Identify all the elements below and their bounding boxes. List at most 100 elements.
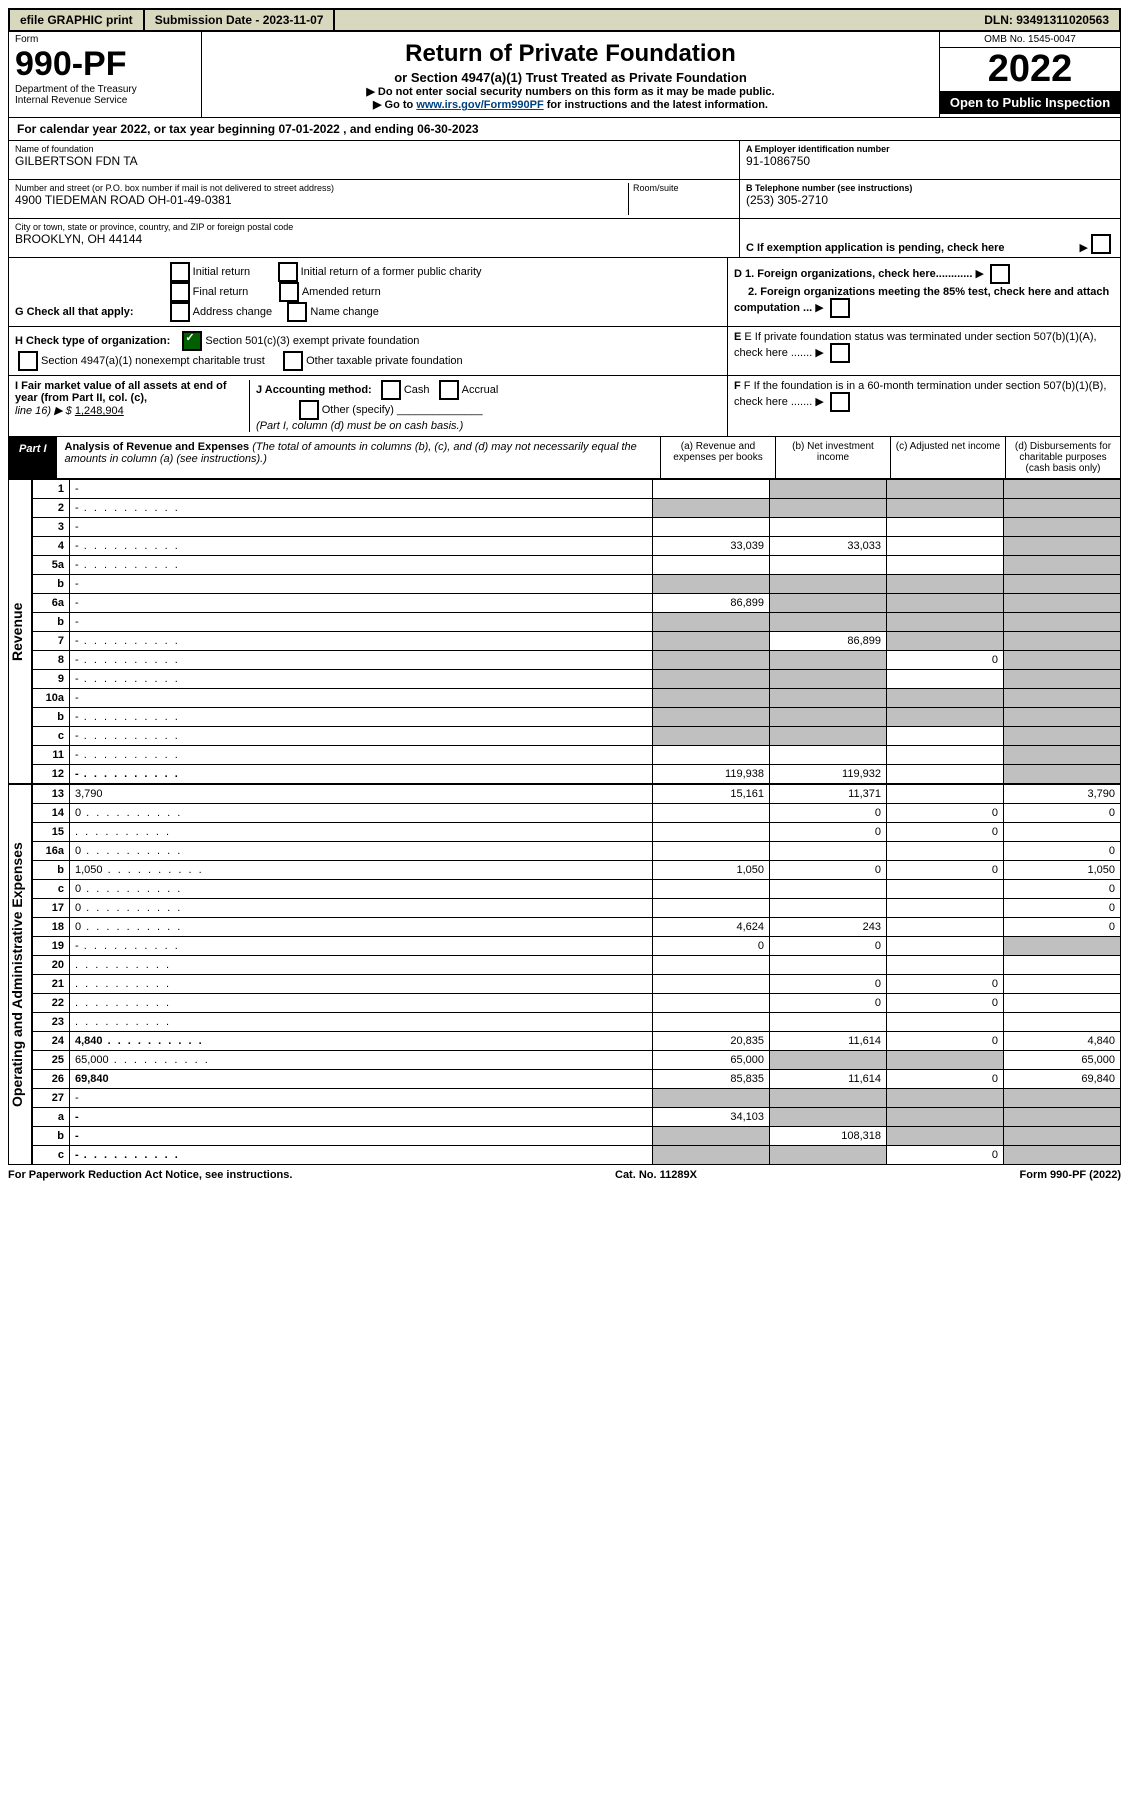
chk-name-change[interactable]: [287, 302, 307, 322]
section-i: I Fair market value of all assets at end…: [8, 376, 1121, 437]
paperwork-notice: For Paperwork Reduction Act Notice, see …: [8, 1169, 292, 1181]
chk-address-change[interactable]: [170, 302, 190, 322]
expenses-side-label: Operating and Administrative Expenses: [8, 784, 32, 1165]
submission-date: Submission Date - 2023-11-07: [145, 10, 336, 30]
table-row: b-: [33, 575, 1121, 594]
revenue-section: Revenue 1-2-3-4-33,03933,0335a-b-6a-86,8…: [8, 479, 1121, 784]
exemption-pending-label: C If exemption application is pending, c…: [746, 242, 1080, 254]
revenue-table: 1-2-3-4-33,03933,0335a-b-6a-86,899b-7-86…: [32, 479, 1121, 784]
chk-4947[interactable]: [18, 351, 38, 371]
table-row: 140000: [33, 804, 1121, 823]
g-prefix: G Check all that apply:: [15, 306, 134, 318]
chk-other-method[interactable]: [299, 400, 319, 420]
addr-label: Number and street (or P.O. box number if…: [15, 183, 628, 193]
table-row: b1,0501,050001,050: [33, 861, 1121, 880]
col-c-header: (c) Adjusted net income: [890, 437, 1005, 478]
arrow-icon: [975, 268, 987, 280]
fmv-label: I Fair market value of all assets at end…: [15, 380, 227, 404]
part1-title: Analysis of Revenue and Expenses: [65, 441, 250, 453]
calendar-year-line: For calendar year 2022, or tax year begi…: [8, 118, 1121, 141]
fmv-line-prefix: line 16) ▶ $: [15, 405, 72, 417]
f-label: F If the foundation is in a 60-month ter…: [734, 380, 1106, 408]
arrow-icon: [1080, 241, 1088, 254]
phone-value: (253) 305-2710: [746, 193, 1114, 207]
exemption-checkbox[interactable]: [1091, 234, 1111, 254]
table-row: 1700: [33, 899, 1121, 918]
irs-link[interactable]: www.irs.gov/Form990PF: [416, 99, 543, 111]
lbl-other: Other (specify): [322, 404, 394, 416]
table-row: 23: [33, 1013, 1121, 1032]
table-row: 133,79015,16111,3713,790: [33, 785, 1121, 804]
lbl-cash: Cash: [404, 384, 430, 396]
ein-label: A Employer identification number: [746, 144, 1114, 154]
foundation-name: GILBERTSON FDN TA: [15, 154, 733, 168]
instruct-2-pre: ▶ Go to: [373, 99, 416, 111]
table-row: 2-: [33, 499, 1121, 518]
city-state-zip: BROOKLYN, OH 44144: [15, 232, 733, 246]
arrow-icon: [815, 347, 827, 359]
form-word: Form: [15, 34, 195, 45]
table-row: 3-: [33, 518, 1121, 537]
table-row: 4-33,03933,033: [33, 537, 1121, 556]
table-row: 7-86,899: [33, 632, 1121, 651]
lbl-final-return: Final return: [193, 286, 249, 298]
table-row: b-: [33, 613, 1121, 632]
d1-label: D 1. Foreign organizations, check here..…: [734, 268, 972, 280]
chk-60month[interactable]: [830, 392, 850, 412]
j-note: (Part I, column (d) must be on cash basi…: [256, 420, 463, 432]
omb-number: OMB No. 1545-0047: [940, 32, 1120, 48]
chk-cash[interactable]: [381, 380, 401, 400]
name-label: Name of foundation: [15, 144, 733, 154]
chk-501c3[interactable]: [182, 331, 202, 351]
chk-initial-former[interactable]: [278, 262, 298, 282]
col-b-header: (b) Net investment income: [775, 437, 890, 478]
lbl-accrual: Accrual: [462, 384, 499, 396]
expenses-table: 133,79015,16111,3713,790140000150016a00b…: [32, 784, 1121, 1165]
lbl-initial-former: Initial return of a former public charit…: [301, 266, 482, 278]
part1-header: Part I Analysis of Revenue and Expenses …: [8, 437, 1121, 479]
table-row: 9-: [33, 670, 1121, 689]
chk-85-test[interactable]: [830, 298, 850, 318]
form-ref: Form 990-PF (2022): [1020, 1169, 1121, 1181]
table-row: a-34,103: [33, 1108, 1121, 1127]
table-row: 8-0: [33, 651, 1121, 670]
table-row: 2200: [33, 994, 1121, 1013]
table-row: b-: [33, 708, 1121, 727]
table-row: 1804,6242430: [33, 918, 1121, 937]
revenue-side-label: Revenue: [8, 479, 32, 784]
chk-terminated[interactable]: [830, 343, 850, 363]
table-row: 2565,00065,00065,000: [33, 1051, 1121, 1070]
table-row: c-0: [33, 1146, 1121, 1165]
table-row: 16a00: [33, 842, 1121, 861]
efile-btn[interactable]: efile GRAPHIC print: [10, 10, 145, 30]
chk-final-return[interactable]: [170, 282, 190, 302]
instruct-2-post: for instructions and the latest informat…: [544, 99, 768, 111]
h-prefix: H Check type of organization:: [15, 335, 170, 347]
table-row: 10a-: [33, 689, 1121, 708]
chk-initial-return[interactable]: [170, 262, 190, 282]
chk-accrual[interactable]: [439, 380, 459, 400]
fmv-value: 1,248,904: [75, 405, 124, 417]
room-label: Room/suite: [633, 183, 733, 193]
city-label: City or town, state or province, country…: [15, 222, 733, 232]
form-subtitle: or Section 4947(a)(1) Trust Treated as P…: [208, 70, 933, 85]
table-row: b-108,318: [33, 1127, 1121, 1146]
open-inspection: Open to Public Inspection: [940, 91, 1120, 114]
e-label: E If private foundation status was termi…: [734, 331, 1097, 359]
lbl-4947: Section 4947(a)(1) nonexempt charitable …: [41, 355, 265, 367]
arrow-icon: [815, 396, 827, 408]
lbl-initial-return: Initial return: [193, 266, 250, 278]
chk-amended[interactable]: [279, 282, 299, 302]
section-g: G Check all that apply: Initial return I…: [8, 258, 1121, 327]
table-row: c-: [33, 727, 1121, 746]
chk-foreign-org[interactable]: [990, 264, 1010, 284]
tax-year: 2022: [940, 48, 1120, 91]
info-block: Name of foundation GILBERTSON FDN TA Num…: [8, 141, 1121, 258]
lbl-name-change: Name change: [310, 306, 379, 318]
form-title: Return of Private Foundation: [208, 40, 933, 68]
dept-treasury: Department of the Treasury Internal Reve…: [15, 84, 195, 106]
page-footer: For Paperwork Reduction Act Notice, see …: [8, 1165, 1121, 1185]
chk-other-taxable[interactable]: [283, 351, 303, 371]
j-label: J Accounting method:: [256, 384, 372, 396]
form-number: 990-PF: [15, 45, 195, 84]
